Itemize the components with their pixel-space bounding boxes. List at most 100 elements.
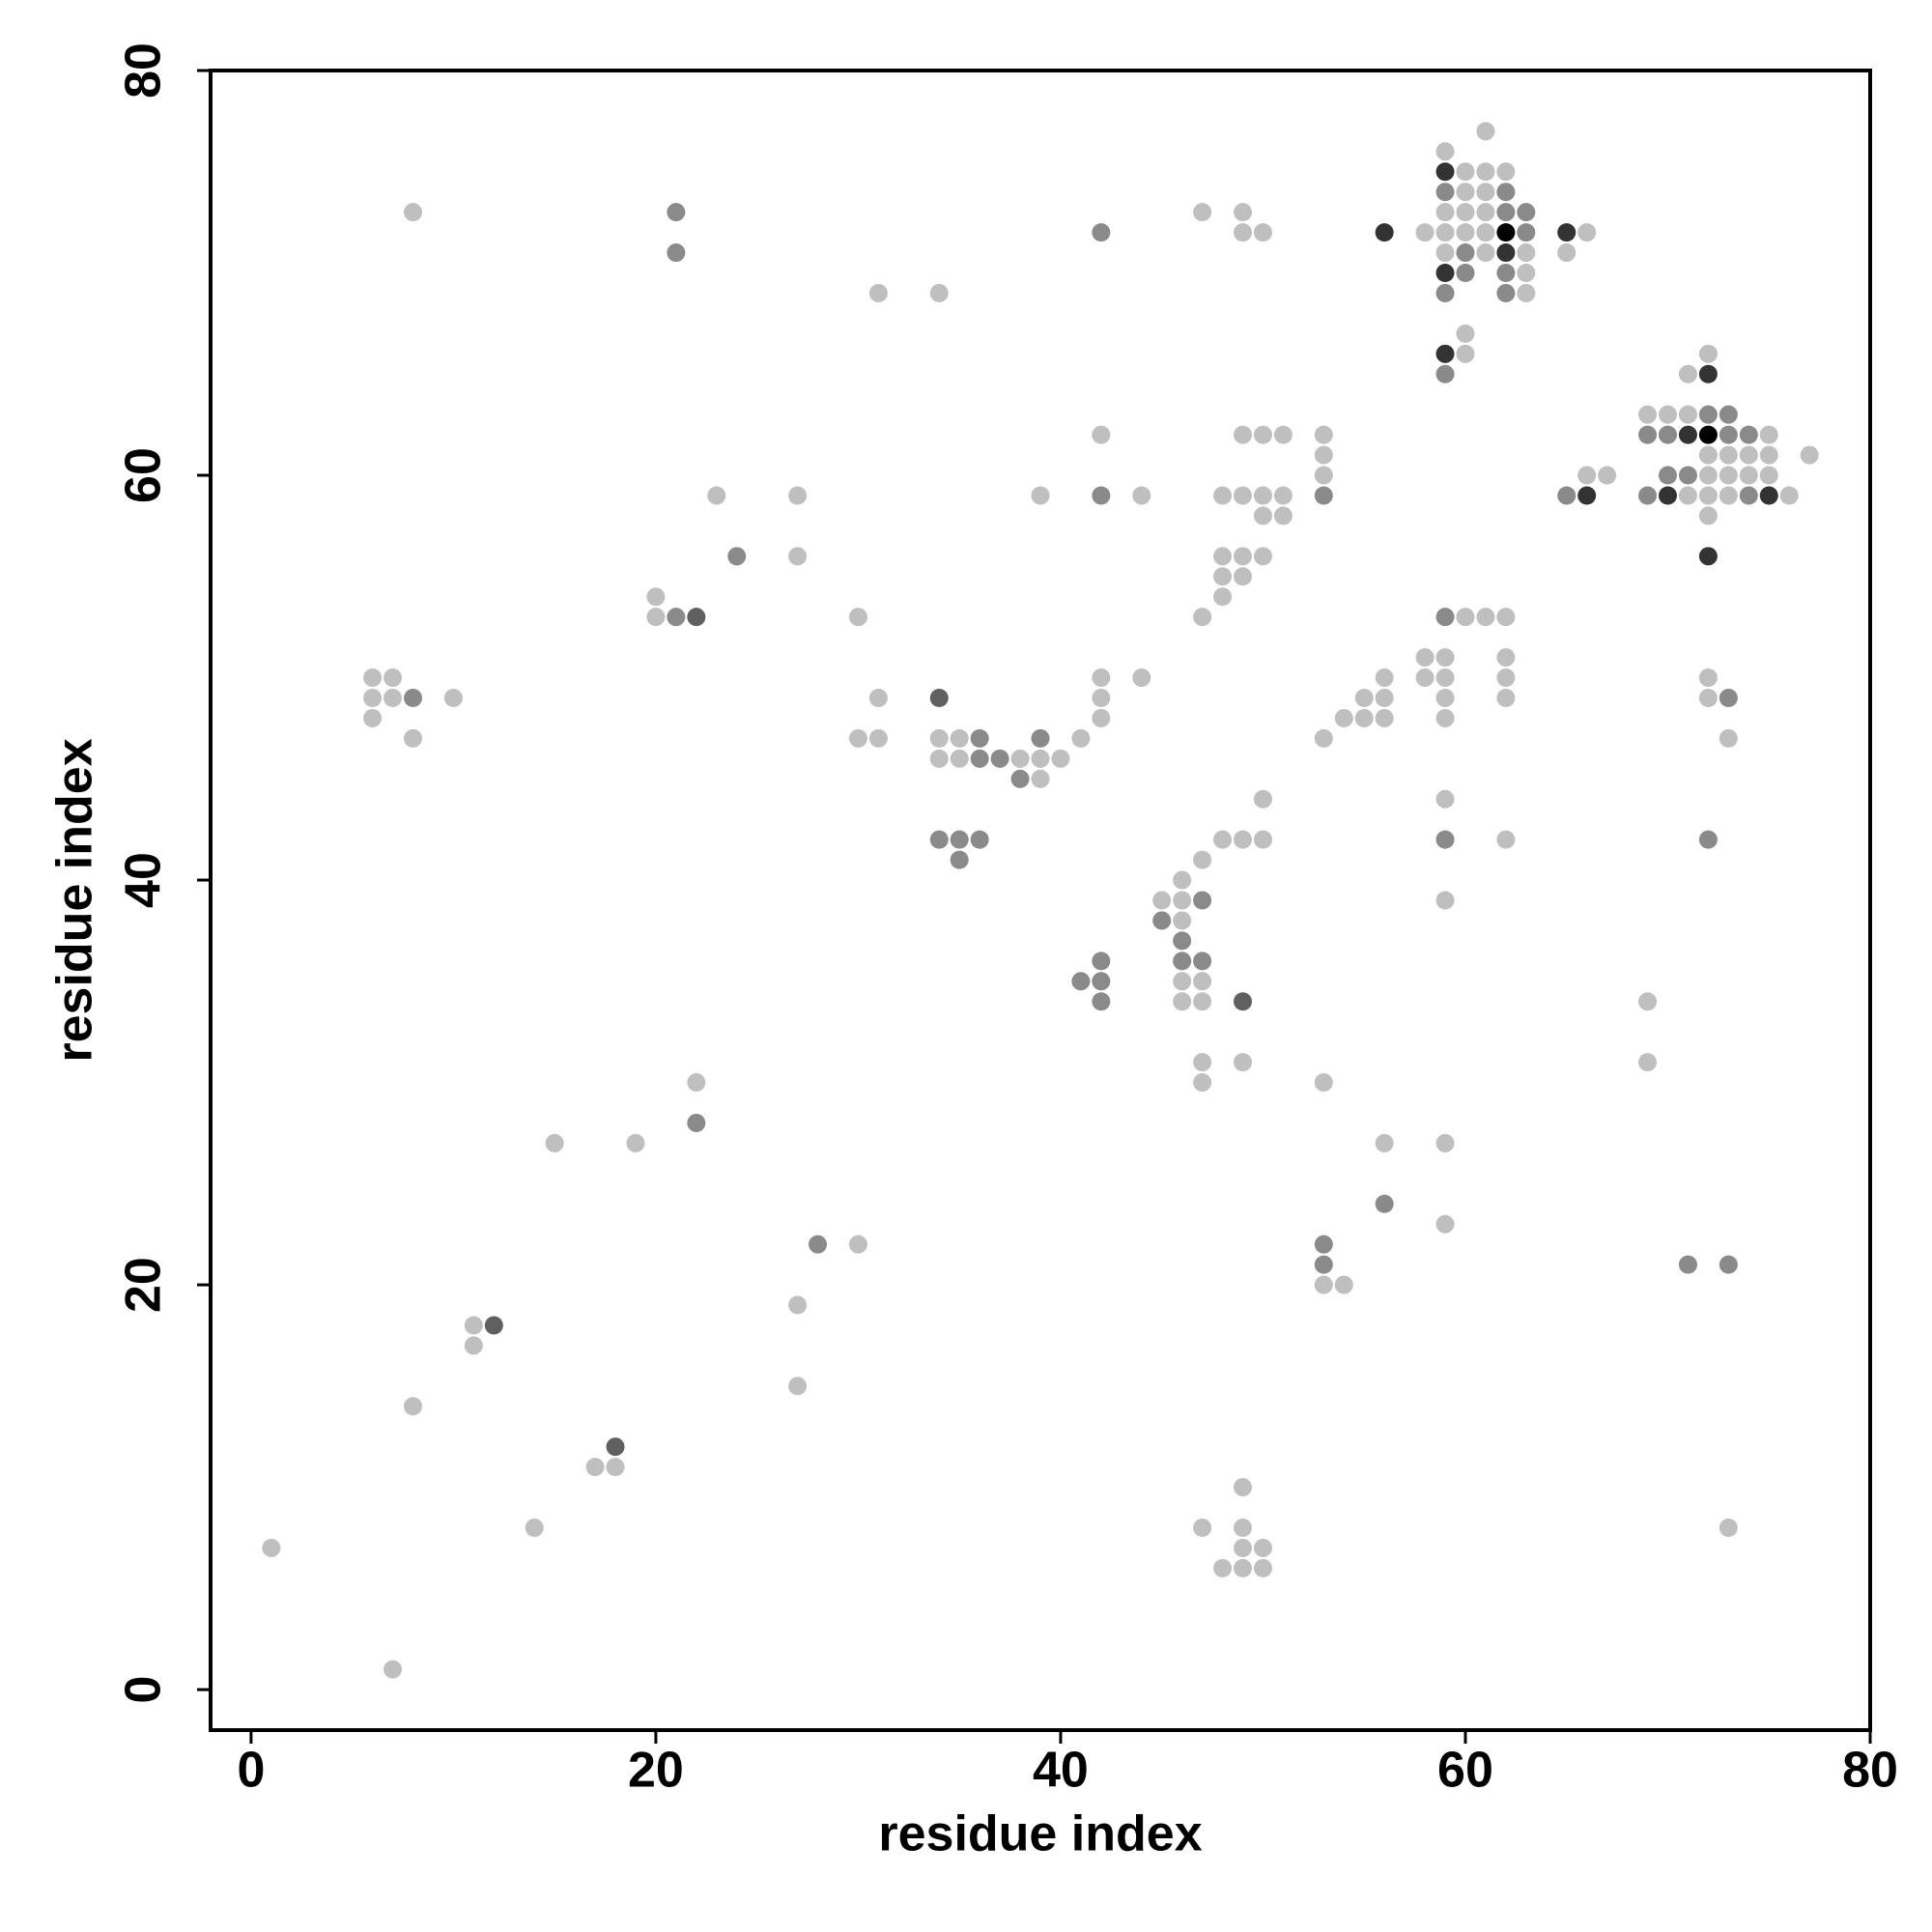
point (585, 1458, 605, 1477)
x-axis-title: residue index (878, 1806, 1202, 1862)
point (1234, 203, 1253, 222)
point (1476, 122, 1495, 141)
point (1638, 1053, 1658, 1072)
point (1517, 243, 1536, 263)
point (1435, 789, 1455, 809)
point (525, 1518, 544, 1537)
plot-points (262, 122, 1819, 1679)
point (1678, 1255, 1697, 1274)
point (545, 1133, 564, 1152)
point (1314, 445, 1333, 465)
point (1213, 567, 1233, 586)
point (1698, 364, 1718, 384)
point (1496, 203, 1516, 222)
y-axis-title: residue index (47, 738, 103, 1062)
point (687, 608, 706, 627)
point (1092, 992, 1111, 1011)
point (1719, 1255, 1738, 1274)
point (1375, 1133, 1394, 1152)
point (464, 1316, 483, 1335)
point (788, 486, 808, 505)
point (1719, 1518, 1738, 1537)
point (1638, 486, 1658, 505)
point (1193, 850, 1212, 869)
point (1456, 203, 1475, 222)
point (1193, 1073, 1212, 1093)
point (1173, 931, 1192, 951)
point (1456, 243, 1475, 263)
point (1375, 708, 1394, 727)
point (1334, 1275, 1353, 1294)
point (950, 830, 969, 849)
point (1698, 506, 1718, 526)
point (1031, 728, 1050, 748)
point (1517, 203, 1536, 222)
point (1193, 1518, 1212, 1537)
point (1719, 486, 1738, 505)
point (363, 688, 383, 707)
point (1173, 972, 1192, 991)
point (1759, 466, 1778, 485)
point (1678, 425, 1697, 444)
point (1517, 223, 1536, 242)
point (1658, 486, 1677, 505)
point (1456, 223, 1475, 242)
point (1719, 466, 1738, 485)
point (1638, 992, 1658, 1011)
point (1678, 486, 1697, 505)
point (1435, 344, 1455, 363)
point (848, 728, 867, 748)
point (1435, 264, 1455, 283)
point (1678, 405, 1697, 424)
point (1010, 749, 1030, 768)
point (1435, 364, 1455, 384)
point (1314, 486, 1333, 505)
point (1234, 1558, 1253, 1577)
point (1476, 162, 1495, 182)
point (404, 728, 423, 748)
point (1496, 608, 1516, 627)
point (1638, 425, 1658, 444)
point (1698, 344, 1718, 363)
point (1456, 324, 1475, 343)
point (1476, 223, 1495, 242)
x-tick-label: 40 (1033, 1743, 1089, 1799)
x-tick-label: 80 (1842, 1743, 1898, 1799)
point (1092, 425, 1111, 444)
point (1354, 708, 1374, 727)
point (1173, 870, 1192, 890)
point (1092, 668, 1111, 688)
point (1698, 405, 1718, 424)
point (1234, 1538, 1253, 1557)
point (848, 1235, 867, 1254)
point (1234, 486, 1253, 505)
point (1759, 445, 1778, 465)
point (990, 749, 1009, 768)
point (1253, 547, 1272, 566)
point (1375, 1194, 1394, 1213)
point (1739, 486, 1758, 505)
point (1698, 425, 1718, 444)
point (1435, 203, 1455, 222)
point (1173, 992, 1192, 1011)
y-tick-label: 80 (116, 43, 172, 99)
point (1314, 1275, 1333, 1294)
point (1152, 891, 1172, 910)
point (1173, 911, 1192, 930)
point (1658, 405, 1677, 424)
point (1719, 445, 1738, 465)
point (1253, 789, 1272, 809)
point (1435, 891, 1455, 910)
point (1092, 708, 1111, 727)
point (1071, 972, 1091, 991)
point (363, 668, 383, 688)
point (1456, 608, 1475, 627)
point (1456, 162, 1475, 182)
point (1314, 425, 1333, 444)
point (1213, 547, 1233, 566)
point (848, 608, 867, 627)
point (1314, 1235, 1333, 1254)
point (1476, 183, 1495, 202)
point (1234, 1053, 1253, 1072)
